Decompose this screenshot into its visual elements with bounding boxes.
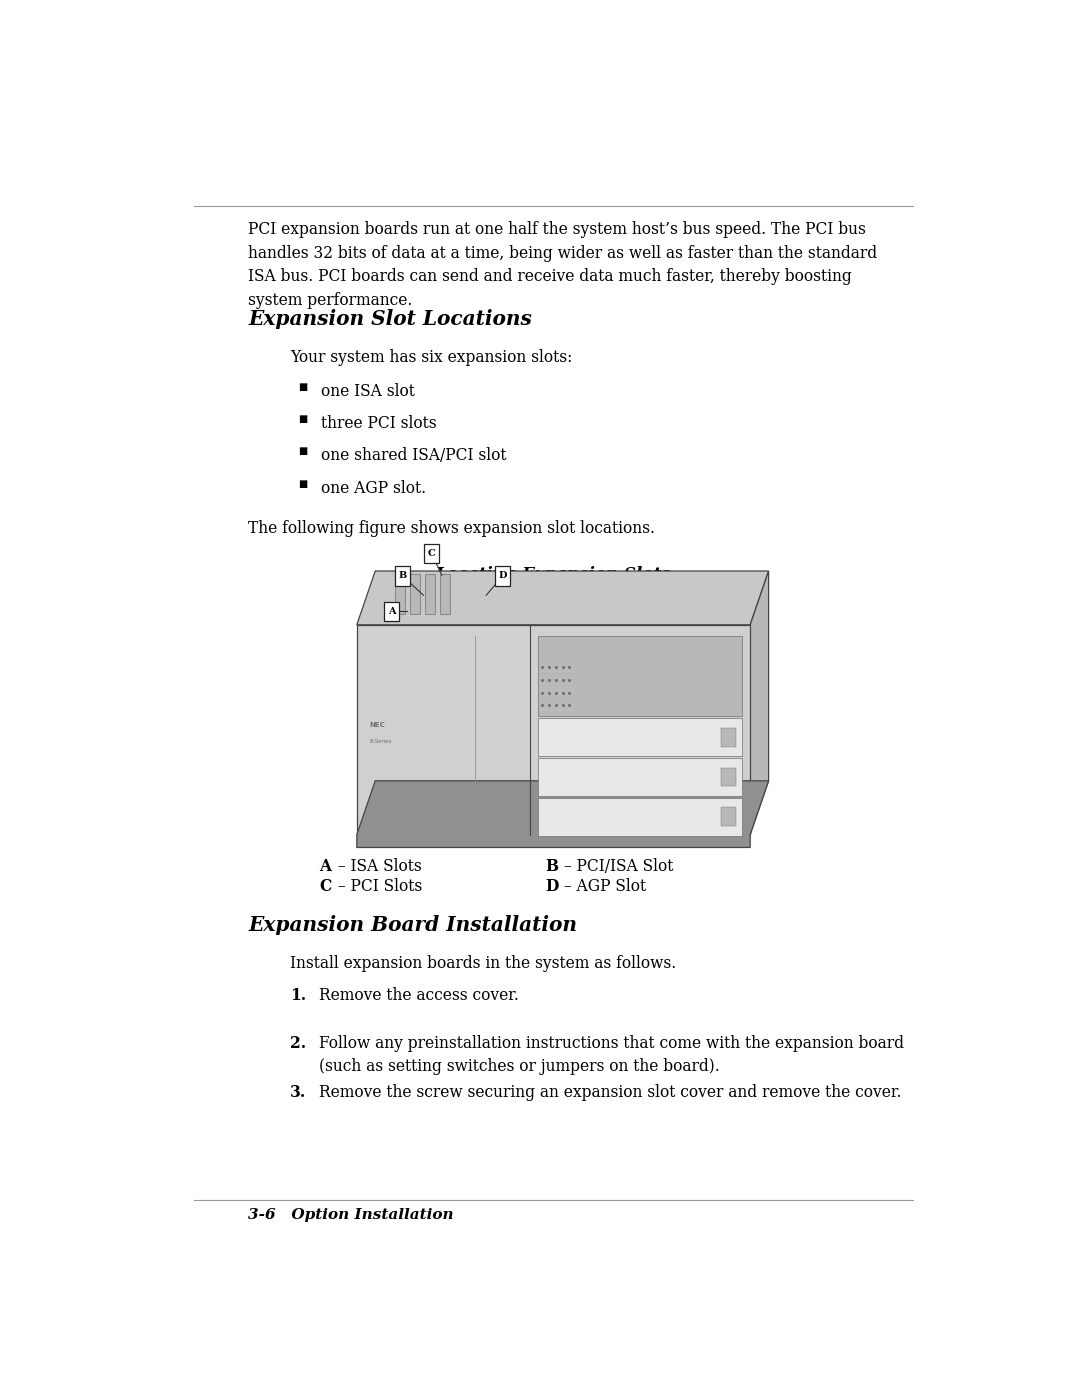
Text: – PCI Slots: – PCI Slots <box>338 877 422 894</box>
Text: A: A <box>320 858 332 876</box>
Text: 3.: 3. <box>289 1084 306 1101</box>
Text: Expansion Slot Locations: Expansion Slot Locations <box>248 309 531 328</box>
Polygon shape <box>356 781 769 848</box>
Text: ■: ■ <box>298 415 308 425</box>
Text: B: B <box>399 571 407 580</box>
Text: D: D <box>545 877 558 894</box>
Text: ■: ■ <box>298 447 308 457</box>
FancyBboxPatch shape <box>721 728 735 746</box>
Text: Remove the access cover.: Remove the access cover. <box>320 988 519 1004</box>
FancyBboxPatch shape <box>721 767 735 787</box>
Text: – PCI/ISA Slot: – PCI/ISA Slot <box>564 858 673 876</box>
FancyBboxPatch shape <box>395 574 405 615</box>
Text: ■: ■ <box>298 479 308 489</box>
Text: C: C <box>320 877 332 894</box>
FancyBboxPatch shape <box>384 602 400 622</box>
Text: Your system has six expansion slots:: Your system has six expansion slots: <box>289 349 572 366</box>
FancyBboxPatch shape <box>426 574 435 615</box>
FancyBboxPatch shape <box>538 798 742 835</box>
Text: Locating Expansion Slots: Locating Expansion Slots <box>435 566 672 583</box>
Text: C: C <box>428 549 435 559</box>
Text: one shared ISA/PCI slot: one shared ISA/PCI slot <box>321 447 507 464</box>
FancyBboxPatch shape <box>538 759 742 796</box>
Text: three PCI slots: three PCI slots <box>321 415 436 432</box>
Text: B: B <box>545 858 558 876</box>
Text: 1.: 1. <box>289 988 306 1004</box>
FancyBboxPatch shape <box>538 718 742 756</box>
Text: ■: ■ <box>298 383 308 391</box>
Text: – ISA Slots: – ISA Slots <box>338 858 421 876</box>
FancyBboxPatch shape <box>424 545 440 563</box>
Text: one AGP slot.: one AGP slot. <box>321 479 426 496</box>
Text: B-Series: B-Series <box>369 739 392 745</box>
Text: – AGP Slot: – AGP Slot <box>564 877 646 894</box>
FancyBboxPatch shape <box>496 566 511 585</box>
Text: A: A <box>388 606 395 616</box>
Text: Expansion Board Installation: Expansion Board Installation <box>248 915 577 935</box>
Text: The following figure shows expansion slot locations.: The following figure shows expansion slo… <box>248 521 654 538</box>
Text: PCI expansion boards run at one half the system host’s bus speed. The PCI bus
ha: PCI expansion boards run at one half the… <box>248 222 877 309</box>
Text: 3-6   Option Installation: 3-6 Option Installation <box>248 1208 454 1222</box>
FancyBboxPatch shape <box>538 636 742 717</box>
Text: one ISA slot: one ISA slot <box>321 383 415 400</box>
FancyBboxPatch shape <box>410 574 420 615</box>
FancyBboxPatch shape <box>356 624 751 834</box>
Text: Follow any preinstallation instructions that come with the expansion board
(such: Follow any preinstallation instructions … <box>320 1035 904 1076</box>
FancyBboxPatch shape <box>721 807 735 826</box>
FancyBboxPatch shape <box>395 566 410 585</box>
Polygon shape <box>356 571 769 624</box>
Text: Remove the screw securing an expansion slot cover and remove the cover.: Remove the screw securing an expansion s… <box>320 1084 902 1101</box>
Text: D: D <box>499 571 508 580</box>
Text: 2.: 2. <box>289 1035 306 1052</box>
Text: Install expansion boards in the system as follows.: Install expansion boards in the system a… <box>289 956 676 972</box>
Polygon shape <box>751 571 769 834</box>
Text: NEC: NEC <box>369 722 386 728</box>
FancyBboxPatch shape <box>440 574 450 615</box>
